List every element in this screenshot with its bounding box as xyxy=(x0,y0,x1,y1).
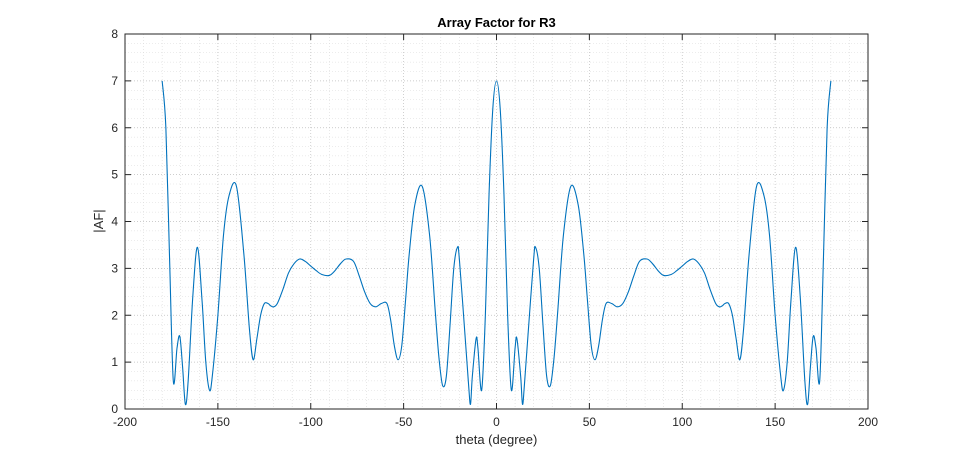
x-tick-labels: -200 -150 -100 -50 0 50 100 150 200 xyxy=(113,415,878,429)
y-tick-label: 4 xyxy=(111,215,118,229)
x-tick-label: 200 xyxy=(858,415,878,429)
y-tick-label: 8 xyxy=(111,27,118,41)
x-tick-label: 100 xyxy=(672,415,692,429)
x-tick-label: -50 xyxy=(395,415,413,429)
y-tick-label: 1 xyxy=(111,355,118,369)
x-tick-label: 0 xyxy=(493,415,500,429)
y-tick-label: 2 xyxy=(111,308,118,322)
y-tick-label: 7 xyxy=(111,74,118,88)
y-tick-label: 5 xyxy=(111,168,118,182)
series-line xyxy=(161,80,832,406)
y-tick-label: 0 xyxy=(111,402,118,416)
x-axis-label: theta (degree) xyxy=(456,432,538,447)
axis-ticks xyxy=(124,33,869,410)
chart-title: Array Factor for R3 xyxy=(437,15,555,30)
x-tick-label: -200 xyxy=(113,415,137,429)
y-tick-labels: 0 1 2 3 4 5 6 7 8 xyxy=(111,27,118,416)
y-axis-label: |AF| xyxy=(91,209,106,232)
x-tick-label: 150 xyxy=(765,415,785,429)
x-tick-label: 50 xyxy=(583,415,597,429)
y-tick-label: 6 xyxy=(111,121,118,135)
x-tick-label: -150 xyxy=(206,415,230,429)
x-tick-label: -100 xyxy=(299,415,323,429)
y-tick-label: 3 xyxy=(111,261,118,275)
